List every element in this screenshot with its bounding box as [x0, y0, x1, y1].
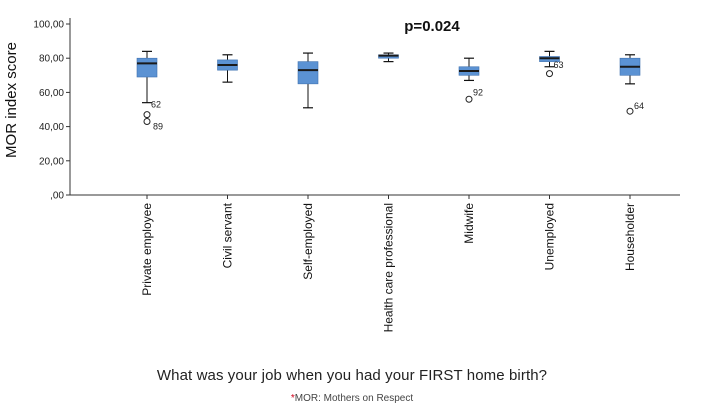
box-group — [297, 52, 319, 109]
plot-area: 89 62 92 63 64 — [136, 50, 644, 131]
outlier-label: 64 — [634, 101, 644, 111]
x-tick-label: Householder — [623, 203, 637, 271]
box-group: 89 62 — [136, 50, 163, 131]
outlier-label: 63 — [554, 60, 564, 70]
y-tick-label: 60,00 — [39, 88, 64, 99]
outlier-label: 62 — [151, 99, 161, 109]
outlier-point — [546, 70, 553, 78]
outlier-point — [465, 95, 473, 103]
box-group — [378, 52, 399, 63]
y-tick-label: 20,00 — [39, 156, 64, 167]
footnote-star: * — [290, 393, 295, 404]
mor-boxplot-chart: 100,00 80,00 60,00 40,00 20,00 ,00 89 62 92 63 64… — [3, 18, 680, 332]
box-group: 63 — [539, 50, 564, 78]
y-tick-label: ,00 — [50, 191, 64, 202]
y-tick-label: 80,00 — [39, 54, 64, 65]
box-group — [217, 54, 238, 83]
y-tick-label: 100,00 — [33, 20, 64, 31]
outlier-point — [626, 107, 634, 115]
x-tick-label: Unemployed — [543, 203, 557, 270]
y-axis: 100,00 80,00 60,00 40,00 20,00 ,00 — [33, 18, 71, 202]
x-axis: Private employee Civil servant Self-employ… — [70, 194, 680, 332]
box — [297, 61, 319, 85]
box-group: 64 — [619, 54, 644, 115]
y-axis-label: MOR index score — [3, 42, 20, 158]
x-tick-label: Private employee — [140, 203, 154, 296]
y-tick-label: 40,00 — [39, 122, 64, 133]
footnote: *MOR: Mothers on Respect — [0, 393, 704, 404]
x-tick-label: Health care professional — [382, 203, 396, 332]
x-tick-label: Self-employed — [301, 203, 315, 280]
box-group: 92 — [458, 57, 483, 103]
box — [136, 57, 158, 78]
x-tick-label: Midwife — [462, 203, 476, 244]
outlier-point — [143, 117, 151, 125]
p-value-annotation: p=0.024 — [404, 18, 460, 35]
outlier-point — [143, 111, 151, 119]
outlier-label: 89 — [153, 121, 163, 131]
footnote-text: MOR: Mothers on Respect — [294, 393, 414, 404]
x-axis-label: What was your job when you had your FIRS… — [156, 367, 548, 384]
x-tick-label: Civil servant — [221, 202, 235, 268]
outlier-label: 92 — [473, 87, 483, 97]
